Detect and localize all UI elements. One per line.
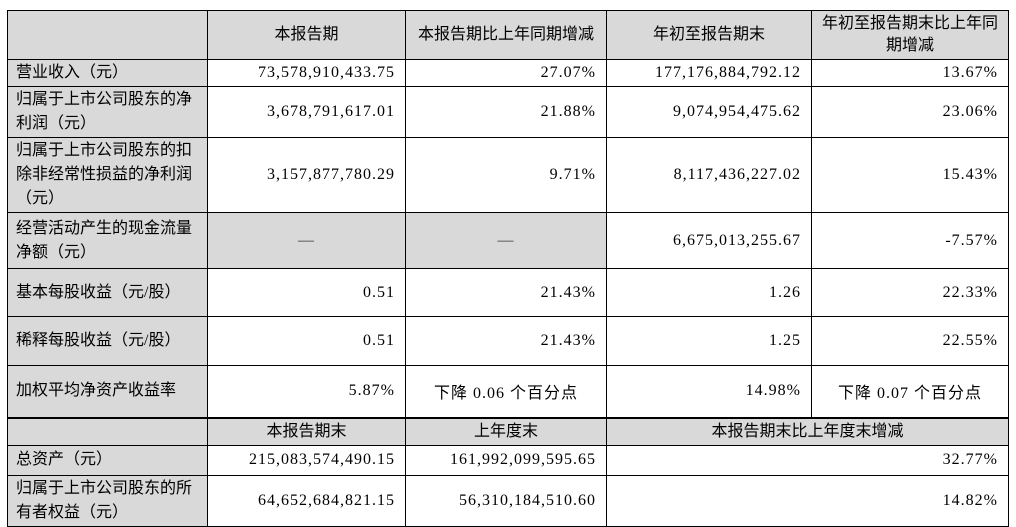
table-row-operating-cash-flow: 经营活动产生的现金流量净额（元） — — 6,675,013,255.67 -7… bbox=[7, 212, 1009, 269]
cell-period-end: 215,083,574,490.15 bbox=[207, 444, 406, 476]
financial-summary-table-container: 本报告期 本报告期比上年同期增减 年初至报告期末 年初至报告期末比上年同期增减 … bbox=[7, 10, 1009, 527]
cell-ytd-change: 22.33% bbox=[811, 268, 1009, 317]
cell-current-period-change-dash: — bbox=[405, 212, 607, 269]
row-label: 营业收入（元） bbox=[7, 59, 208, 87]
cell-ytd-change: 13.67% bbox=[811, 59, 1009, 87]
header-current-period-yoy-change: 本报告期比上年同期增减 bbox=[405, 10, 607, 60]
table-header-row-period-end: 本报告期末 上年度末 本报告期末比上年度末增减 bbox=[7, 416, 1009, 446]
row-label: 归属于上市公司股东的扣除非经常性损益的净利润（元） bbox=[7, 137, 208, 213]
cell-current-period: 73,578,910,433.75 bbox=[207, 59, 406, 87]
cell-ytd-change: 23.06% bbox=[811, 86, 1009, 138]
cell-ytd: 9,074,954,475.62 bbox=[606, 86, 812, 138]
cell-ytd: 177,176,884,792.12 bbox=[606, 59, 812, 87]
cell-current-period: 5.87% bbox=[207, 365, 406, 418]
cell-current-period: 3,157,877,780.29 bbox=[207, 137, 406, 213]
row-label: 加权平均净资产收益率 bbox=[7, 365, 208, 418]
cell-current-period: 0.51 bbox=[207, 316, 406, 366]
cell-current-period-change: 21.43% bbox=[405, 268, 607, 317]
header-period-end: 本报告期末 bbox=[207, 416, 406, 446]
cell-period-end: 64,652,684,821.15 bbox=[207, 474, 406, 527]
table-row-net-profit-excl-nonrecurring: 归属于上市公司股东的扣除非经常性损益的净利润（元） 3,157,877,780.… bbox=[7, 137, 1009, 213]
cell-ytd-change: -7.57% bbox=[811, 212, 1009, 269]
cell-current-period-change: 9.71% bbox=[405, 137, 607, 213]
financial-summary-table: 本报告期 本报告期比上年同期增减 年初至报告期末 年初至报告期末比上年同期增减 … bbox=[7, 10, 1009, 527]
cell-current-period-dash: — bbox=[207, 212, 406, 269]
cell-current-period: 3,678,791,617.01 bbox=[207, 86, 406, 138]
table-row-operating-revenue: 营业收入（元） 73,578,910,433.75 27.07% 177,176… bbox=[7, 59, 1009, 87]
row-label: 基本每股收益（元/股） bbox=[7, 268, 208, 317]
table-row-total-assets: 总资产（元） 215,083,574,490.15 161,992,099,59… bbox=[7, 444, 1009, 476]
header-period-end-vs-prior-year-change: 本报告期末比上年度末增减 bbox=[606, 416, 1009, 446]
table-header-row-period: 本报告期 本报告期比上年同期增减 年初至报告期末 年初至报告期末比上年同期增减 bbox=[7, 10, 1009, 60]
header-ytd-yoy-change: 年初至报告期末比上年同期增减 bbox=[811, 10, 1009, 60]
cell-current-period-change: 下降 0.06 个百分点 bbox=[405, 365, 607, 418]
row-label: 归属于上市公司股东的净利润（元） bbox=[7, 86, 208, 138]
cell-ytd: 6,675,013,255.67 bbox=[606, 212, 812, 269]
row-label: 归属于上市公司股东的所有者权益（元） bbox=[7, 474, 208, 527]
cell-prior-year-end: 56,310,184,510.60 bbox=[405, 474, 607, 527]
header-prior-year-end: 上年度末 bbox=[405, 416, 607, 446]
cell-prior-year-end: 161,992,099,595.65 bbox=[405, 444, 607, 476]
table-row-weighted-avg-roe: 加权平均净资产收益率 5.87% 下降 0.06 个百分点 14.98% 下降 … bbox=[7, 365, 1009, 418]
row-label: 稀释每股收益（元/股） bbox=[7, 316, 208, 366]
header-ytd: 年初至报告期末 bbox=[606, 10, 812, 60]
cell-ytd: 8,117,436,227.02 bbox=[606, 137, 812, 213]
cell-ytd-change: 22.55% bbox=[811, 316, 1009, 366]
header-empty-corner bbox=[7, 10, 208, 60]
cell-current-period-change: 27.07% bbox=[405, 59, 607, 87]
table-row-shareholders-equity: 归属于上市公司股东的所有者权益（元） 64,652,684,821.15 56,… bbox=[7, 474, 1009, 527]
table-row-basic-eps: 基本每股收益（元/股） 0.51 21.43% 1.26 22.33% bbox=[7, 268, 1009, 317]
row-label: 经营活动产生的现金流量净额（元） bbox=[7, 212, 208, 269]
cell-change: 14.82% bbox=[606, 474, 1009, 527]
header-current-period: 本报告期 bbox=[207, 10, 406, 60]
table-row-net-profit: 归属于上市公司股东的净利润（元） 3,678,791,617.01 21.88%… bbox=[7, 86, 1009, 138]
cell-ytd-change: 下降 0.07 个百分点 bbox=[811, 365, 1009, 418]
cell-change: 32.77% bbox=[606, 444, 1009, 476]
cell-ytd-change: 15.43% bbox=[811, 137, 1009, 213]
cell-current-period-change: 21.88% bbox=[405, 86, 607, 138]
cell-current-period: 0.51 bbox=[207, 268, 406, 317]
cell-current-period-change: 21.43% bbox=[405, 316, 607, 366]
header-empty-corner-2 bbox=[7, 416, 208, 446]
cell-ytd: 14.98% bbox=[606, 365, 812, 418]
cell-ytd: 1.25 bbox=[606, 316, 812, 366]
cell-ytd: 1.26 bbox=[606, 268, 812, 317]
row-label: 总资产（元） bbox=[7, 444, 208, 476]
table-row-diluted-eps: 稀释每股收益（元/股） 0.51 21.43% 1.25 22.55% bbox=[7, 316, 1009, 366]
